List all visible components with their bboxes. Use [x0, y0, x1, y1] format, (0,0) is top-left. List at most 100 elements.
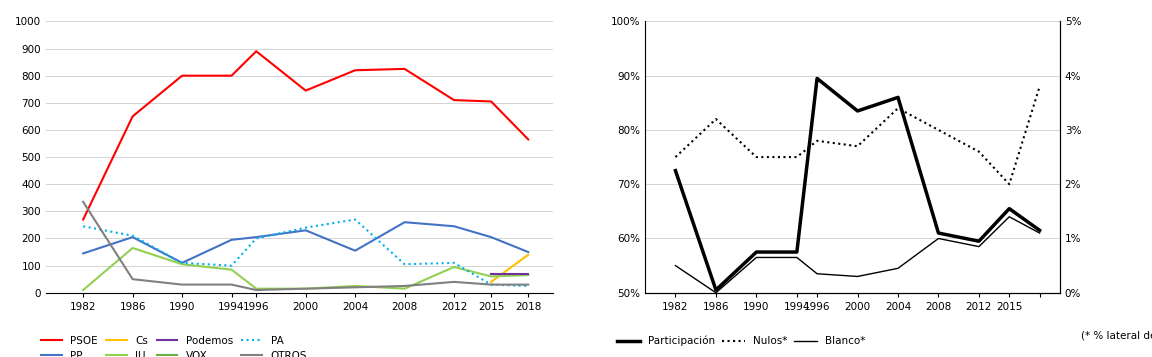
OTROS	[522, 282, 536, 287]
PP	[298, 228, 312, 232]
PSOE	[76, 217, 90, 222]
IU	[76, 288, 90, 292]
PA	[522, 284, 536, 288]
OTROS	[225, 282, 238, 287]
Blanco*	[708, 291, 722, 295]
Line: Cs: Cs	[491, 255, 529, 282]
IU	[298, 287, 312, 291]
Participación	[810, 76, 824, 81]
IU	[348, 284, 362, 288]
OTROS	[484, 282, 498, 287]
Podemos	[484, 272, 498, 276]
Blanco*	[1032, 231, 1046, 235]
Participación	[932, 231, 946, 235]
Participación	[708, 288, 722, 292]
OTROS	[249, 288, 263, 292]
Participación	[750, 250, 764, 254]
Line: PA: PA	[83, 220, 529, 286]
PSOE	[175, 74, 189, 78]
Participación	[668, 169, 682, 173]
PSOE	[348, 68, 362, 72]
PA	[484, 282, 498, 287]
Nulos*	[1002, 182, 1016, 186]
Blanco*	[810, 272, 824, 276]
IU	[249, 287, 263, 291]
PP	[484, 235, 498, 239]
Nulos*	[790, 155, 804, 159]
Blanco*	[668, 263, 682, 268]
PA	[397, 262, 411, 266]
OTROS	[126, 277, 139, 281]
PA	[225, 263, 238, 268]
Blanco*	[790, 255, 804, 260]
PP	[348, 248, 362, 253]
Line: OTROS: OTROS	[83, 202, 529, 290]
PA	[126, 233, 139, 238]
PP	[126, 235, 139, 239]
Nulos*	[708, 117, 722, 121]
PP	[175, 261, 189, 265]
Legend: PSOE, PP, Cs, IU, Podemos, VOX, PA, OTROS: PSOE, PP, Cs, IU, Podemos, VOX, PA, OTRO…	[41, 336, 308, 357]
Nulos*	[668, 155, 682, 159]
Nulos*	[810, 139, 824, 143]
Participación	[972, 239, 986, 243]
PSOE	[447, 98, 461, 102]
Blanco*	[932, 236, 946, 241]
Line: IU: IU	[83, 248, 529, 290]
PA	[298, 226, 312, 230]
PSOE	[484, 99, 498, 104]
IU	[397, 287, 411, 291]
PSOE	[225, 74, 238, 78]
Blanco*	[850, 274, 864, 278]
PSOE	[397, 67, 411, 71]
Participación	[850, 109, 864, 113]
IU	[447, 265, 461, 269]
Nulos*	[892, 106, 905, 110]
PSOE	[522, 137, 536, 142]
Line: PSOE: PSOE	[83, 51, 529, 220]
OTROS	[76, 200, 90, 204]
IU	[175, 262, 189, 266]
PP	[249, 235, 263, 239]
OTROS	[397, 284, 411, 288]
Blanco*	[1002, 215, 1016, 219]
Cs	[522, 253, 536, 257]
OTROS	[175, 282, 189, 287]
PP	[76, 251, 90, 256]
Text: (* % lateral derecho): (* % lateral derecho)	[1081, 331, 1152, 341]
PP	[522, 250, 536, 254]
Participación	[1032, 228, 1046, 232]
PA	[76, 224, 90, 228]
Cs	[484, 280, 498, 284]
PA	[447, 261, 461, 265]
Nulos*	[750, 155, 764, 159]
Line: Participación: Participación	[675, 79, 1039, 290]
PSOE	[126, 114, 139, 119]
Participación	[790, 250, 804, 254]
PP	[225, 238, 238, 242]
Line: Blanco*: Blanco*	[675, 217, 1039, 293]
Nulos*	[932, 128, 946, 132]
PSOE	[298, 89, 312, 93]
Participación	[1002, 206, 1016, 211]
PP	[447, 224, 461, 228]
PA	[348, 217, 362, 222]
Legend: Participación, Nulos*, Blanco*: Participación, Nulos*, Blanco*	[617, 336, 865, 346]
Blanco*	[750, 255, 764, 260]
IU	[484, 274, 498, 278]
PSOE	[249, 49, 263, 54]
Participación	[892, 95, 905, 100]
PA	[175, 261, 189, 265]
IU	[126, 246, 139, 250]
Nulos*	[972, 150, 986, 154]
IU	[225, 267, 238, 272]
IU	[522, 273, 536, 277]
Podemos	[522, 272, 536, 276]
OTROS	[348, 285, 362, 290]
OTROS	[447, 280, 461, 284]
Line: Nulos*: Nulos*	[675, 86, 1039, 184]
PA	[249, 236, 263, 241]
PP	[397, 220, 411, 224]
Blanco*	[892, 266, 905, 271]
Nulos*	[850, 144, 864, 149]
